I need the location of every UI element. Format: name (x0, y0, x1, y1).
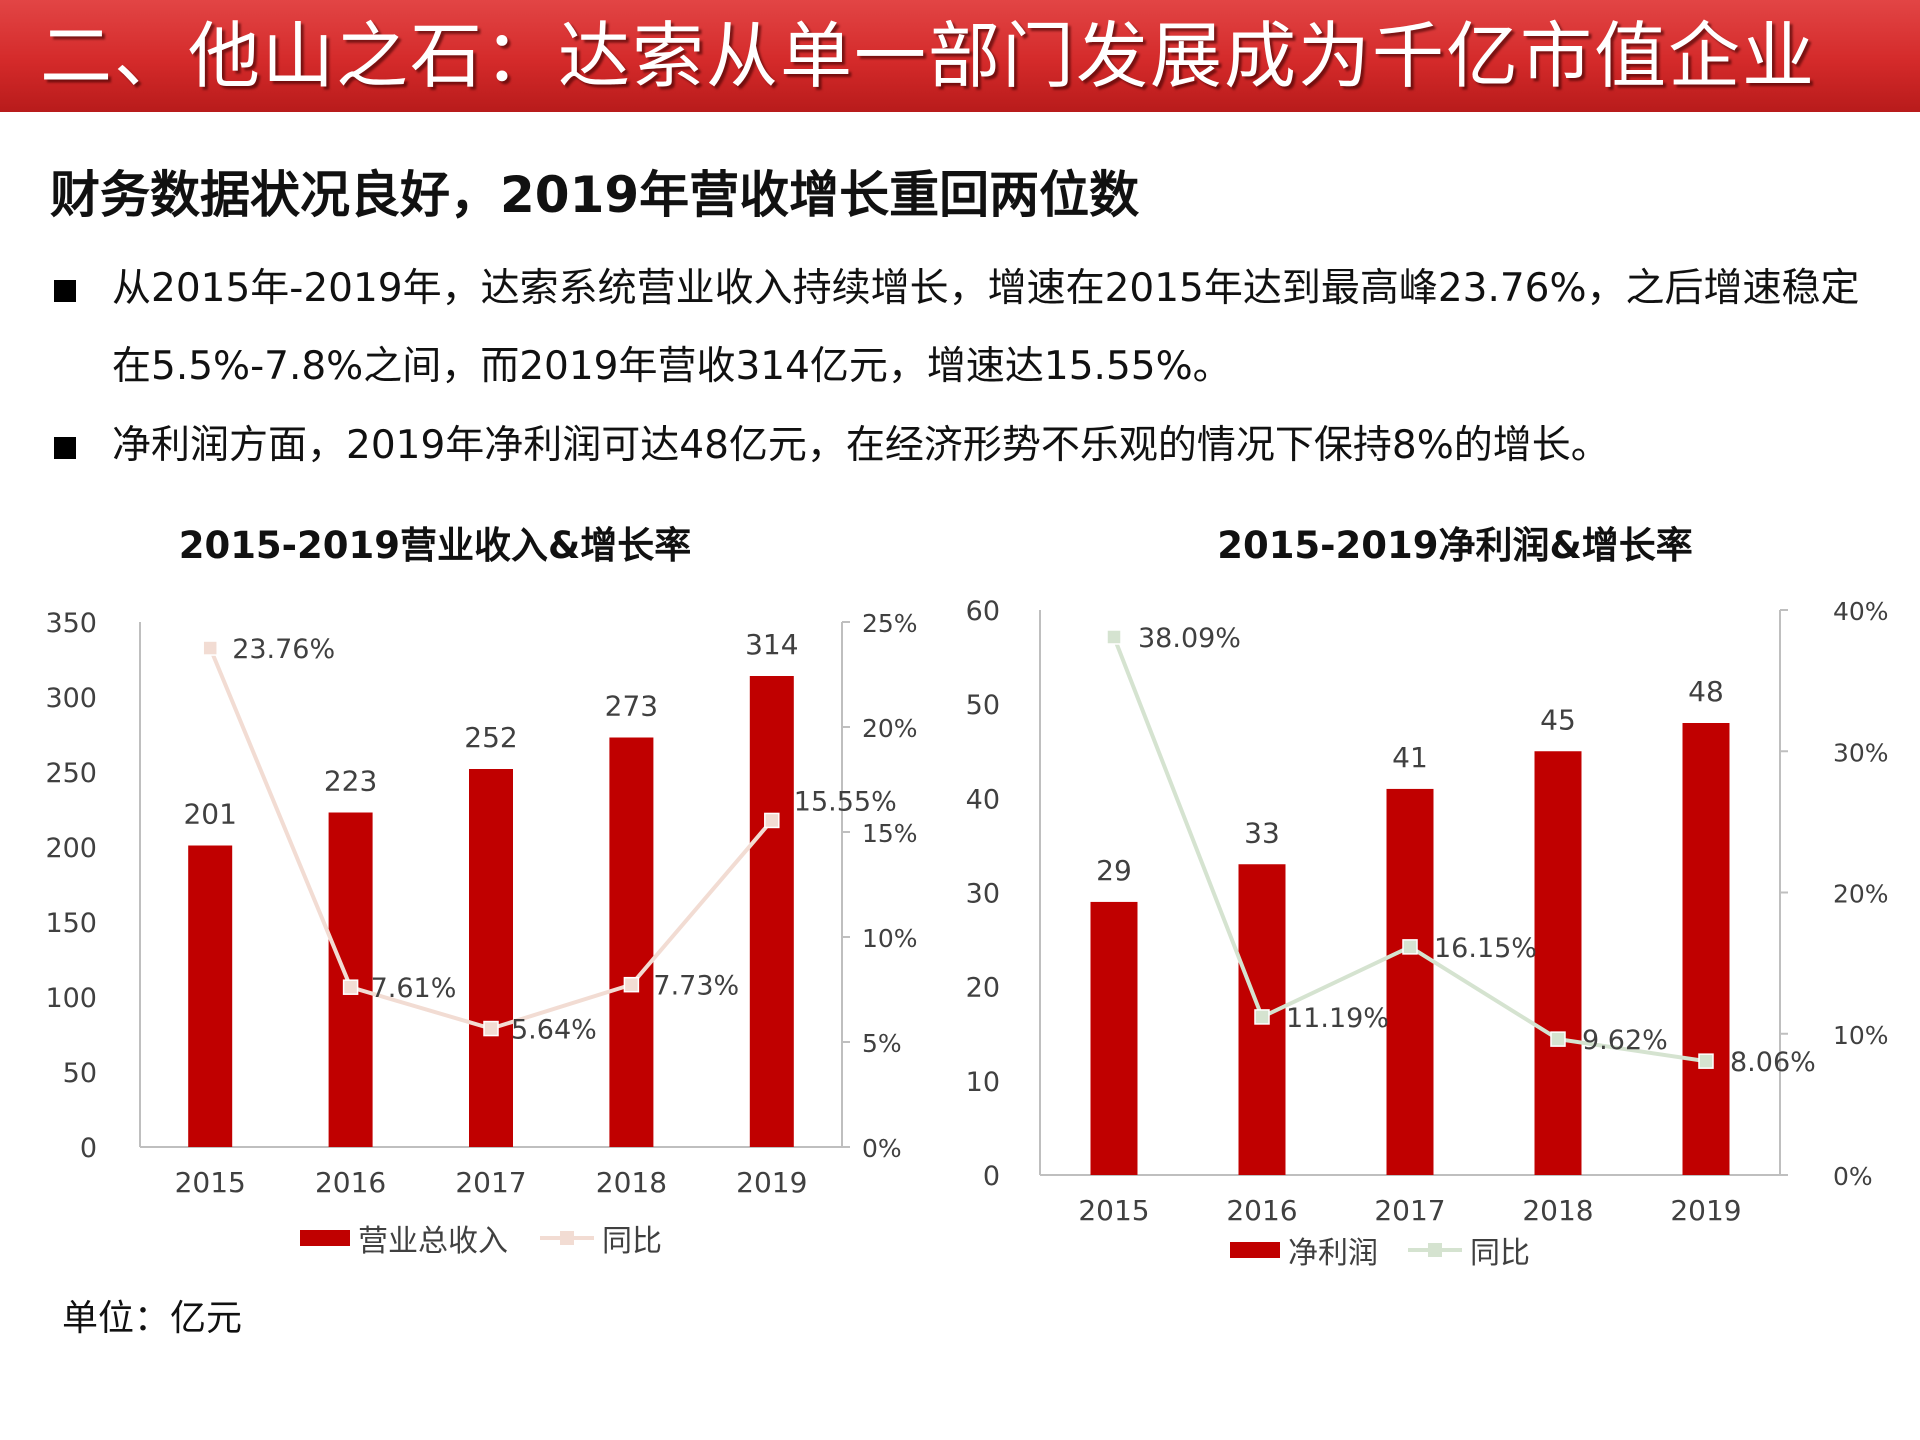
line-value-label: 11.19% (1286, 1003, 1389, 1034)
line-point-marker (1698, 1053, 1714, 1069)
left-axis-tick-label: 0 (983, 1161, 1000, 1192)
chart-title: 2015-2019营业收入&增长率 (179, 524, 692, 567)
line-value-label: 7.73% (653, 971, 739, 1002)
left-axis-tick-label: 60 (966, 596, 1000, 627)
left-axis-tick-label: 30 (966, 879, 1000, 910)
x-axis-tick-label: 2015 (1078, 1194, 1149, 1227)
bullet-square-icon (54, 280, 76, 302)
line-point-marker (1550, 1031, 1566, 1047)
bar (1534, 751, 1582, 1175)
bar-value-label: 29 (1096, 854, 1132, 887)
left-axis-tick-label: 50 (63, 1058, 97, 1089)
slide-title: 二、他山之石：达索从单一部门发展成为千亿市值企业 (40, 14, 1817, 98)
legend-line-marker (1428, 1243, 1442, 1257)
right-axis-tick-label: 40% (1833, 597, 1889, 626)
left-axis-tick-label: 10 (966, 1067, 1000, 1098)
bullet-square-icon (54, 437, 76, 459)
line-point-marker (1402, 939, 1418, 955)
title-banner: 二、他山之石：达索从单一部门发展成为千亿市值企业 (0, 0, 1920, 112)
left-axis-tick-label: 350 (45, 608, 97, 639)
bar-value-label: 201 (183, 798, 236, 831)
line-point-marker (764, 812, 780, 829)
legend-bar-swatch (1230, 1242, 1280, 1258)
bullet-revenue: 从2015年-2019年，达索系统营业收入持续增长，增速在2015年达到最高峰2… (50, 250, 1880, 406)
left-axis-tick-label: 300 (45, 683, 97, 714)
bar (469, 769, 513, 1147)
x-axis-tick-label: 2017 (455, 1166, 526, 1199)
bar-value-label: 48 (1688, 675, 1724, 708)
bar-value-label: 33 (1244, 816, 1280, 849)
chart-title: 2015-2019净利润&增长率 (1217, 524, 1693, 567)
bar-value-label: 273 (605, 690, 658, 723)
bar-value-label: 252 (464, 721, 517, 754)
right-axis-tick-label: 15% (862, 819, 918, 848)
bar (188, 845, 233, 1147)
x-axis-tick-label: 2015 (175, 1166, 246, 1199)
line-value-label: 7.61% (371, 973, 457, 1004)
line-value-label: 9.62% (1582, 1025, 1668, 1056)
bar (1090, 901, 1138, 1175)
line-value-label: 23.76% (232, 634, 335, 665)
net-profit-chart: 2015-2019净利润&增长率 0 10 20 30 40 50 60 0% 10% 20% 30%… (966, 524, 1889, 1271)
right-axis-tick-label: 0% (862, 1134, 902, 1163)
bullet-profit: 净利润方面，2019年净利润可达48亿元，在经济形势不乐观的情况下保持8%的增长… (50, 407, 1880, 485)
right-axis-tick-label: 20% (862, 714, 918, 743)
left-axis-tick-label: 50 (966, 690, 1000, 721)
x-axis-tick-label: 2016 (1226, 1194, 1297, 1227)
left-axis-tick-label: 0 (80, 1133, 97, 1164)
bar-value-label: 41 (1392, 741, 1428, 774)
bar-value-label: 223 (324, 765, 377, 798)
right-axis-tick-label: 25% (862, 609, 918, 638)
legend-line-label: 同比 (602, 1224, 662, 1259)
bullet-text: 净利润方面，2019年净利润可达48亿元，在经济形势不乐观的情况下保持8%的增长… (112, 423, 1610, 468)
line-value-label: 5.64% (511, 1015, 597, 1046)
bar (1386, 788, 1434, 1175)
line-point-marker (623, 976, 640, 993)
right-axis-tick-label: 10% (862, 924, 918, 953)
right-axis-tick-label: 30% (1833, 738, 1889, 767)
x-axis-tick-label: 2016 (315, 1166, 386, 1199)
line-point-marker (342, 979, 359, 995)
line-value-label: 8.06% (1730, 1047, 1816, 1078)
line-value-label: 15.55% (794, 786, 897, 817)
bar (609, 737, 654, 1147)
line-point-marker (1254, 1009, 1270, 1025)
line-value-label: 38.09% (1138, 623, 1241, 654)
left-axis-tick-label: 20 (966, 973, 1000, 1004)
legend-line-label: 同比 (1470, 1236, 1530, 1271)
right-axis-tick-label: 20% (1833, 880, 1889, 909)
line-value-label: 16.15% (1434, 933, 1537, 964)
right-axis-tick-label: 0% (1833, 1162, 1873, 1191)
left-axis-tick-label: 40 (966, 784, 1000, 815)
unit-note: 单位：亿元 (62, 1298, 243, 1339)
bar (749, 676, 794, 1147)
line-point-marker (483, 1020, 499, 1037)
bar-value-label: 314 (745, 628, 798, 661)
left-axis-tick-label: 150 (45, 908, 97, 939)
x-axis-tick-label: 2017 (1374, 1194, 1445, 1227)
line-point-marker (202, 640, 218, 656)
bar (1682, 723, 1730, 1175)
line-point-marker (1106, 629, 1122, 645)
x-axis-tick-label: 2018 (596, 1166, 667, 1199)
left-axis-tick-label: 250 (45, 758, 97, 789)
left-axis-tick-label: 200 (45, 833, 97, 864)
legend-line-marker (560, 1231, 574, 1245)
bullet-text: 从2015年-2019年，达索系统营业收入持续增长，增速在2015年达到最高峰2… (112, 266, 1860, 389)
bar-value-label: 45 (1540, 703, 1576, 736)
x-axis-tick-label: 2019 (736, 1166, 807, 1199)
slide-subtitle: 财务数据状况良好，2019年营收增长重回两位数 (50, 166, 1140, 224)
legend-bar-label: 营业总收入 (358, 1224, 508, 1259)
x-axis-tick-label: 2019 (1670, 1194, 1741, 1227)
left-axis-tick-label: 100 (45, 983, 97, 1014)
right-axis-tick-label: 5% (862, 1029, 902, 1058)
legend-bar-swatch (300, 1230, 350, 1246)
legend-bar-label: 净利润 (1288, 1236, 1378, 1271)
x-axis-tick-label: 2018 (1522, 1194, 1593, 1227)
right-axis-tick-label: 10% (1833, 1021, 1889, 1050)
revenue-chart: 2015-2019营业收入&增长率 0 50 100 150 200 250 300 350 0%… (45, 524, 918, 1259)
